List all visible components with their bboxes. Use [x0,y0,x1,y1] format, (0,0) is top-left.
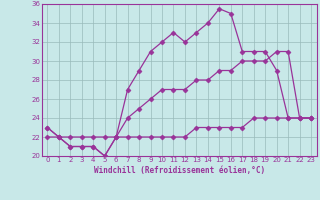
X-axis label: Windchill (Refroidissement éolien,°C): Windchill (Refroidissement éolien,°C) [94,166,265,175]
